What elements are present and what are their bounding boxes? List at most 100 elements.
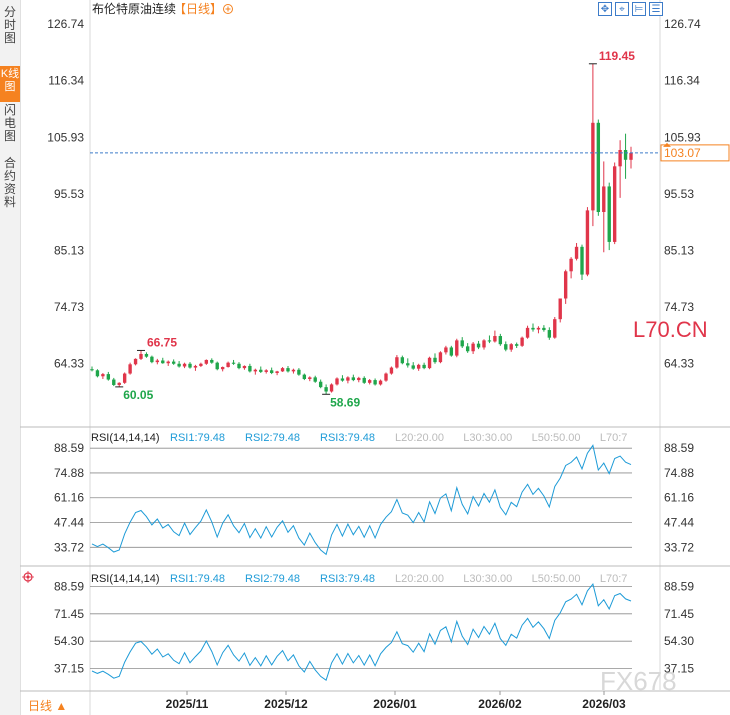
candle-body <box>291 369 296 372</box>
rsi-y-tick-label-right: 47.44 <box>664 516 694 530</box>
y-tick-label-left: 116.34 <box>48 74 84 88</box>
rsi-y-tick-label-right: 33.72 <box>664 540 694 554</box>
candle-body <box>531 327 535 330</box>
candle-body <box>596 122 601 213</box>
x-tick-label: 2026/02 <box>478 697 522 711</box>
rsi-legend-item: L70:7 <box>600 573 628 585</box>
candle-body <box>297 369 301 375</box>
crosshair-icon[interactable]: ⌖ <box>615 2 629 16</box>
candle-body <box>395 357 399 368</box>
candle-body <box>378 380 383 385</box>
settings-icon[interactable]: ☰ <box>649 2 663 16</box>
candle-body <box>504 344 508 350</box>
candle-body <box>128 364 132 374</box>
candle-body <box>493 336 497 342</box>
candle-body <box>563 271 568 299</box>
tab-kline[interactable]: K线图 <box>0 66 20 102</box>
rsi-y-tick-label-left: 54.30 <box>54 634 84 648</box>
rsi-y-tick-label-left: 88.59 <box>54 441 84 455</box>
candle-body <box>427 357 432 369</box>
y-tick-label-left: 64.33 <box>54 357 84 371</box>
rsi-legend-item: RSI2:79.48 <box>245 573 300 585</box>
candle-body <box>106 374 111 380</box>
period-tag: 【日线】 <box>174 2 222 16</box>
candle-body <box>302 374 307 379</box>
candle-body <box>269 370 274 374</box>
low-annotation: 60.05 <box>123 388 153 402</box>
rsi-y-tick-label-left: 88.59 <box>54 579 84 593</box>
candle-body <box>482 340 486 348</box>
candle-body <box>161 360 165 364</box>
watermark-center: L70.CN <box>633 317 708 342</box>
rsi-title: RSI(14,14,14) <box>91 573 159 585</box>
candle-body <box>340 378 345 381</box>
tab-flash-chart[interactable]: 闪电图 <box>3 103 16 143</box>
x-tick-label: 2026/01 <box>373 697 417 711</box>
candle-body <box>90 369 94 371</box>
rsi-panel-1: 88.59 88.59 74.88 74.88 61.16 61.16 47.44 47.44… <box>54 432 694 556</box>
rsi-y-tick-label-right: 88.59 <box>664 579 694 593</box>
last-price-tag <box>660 144 730 162</box>
candle-body <box>525 327 530 338</box>
candle-body <box>373 380 377 385</box>
candle-body <box>455 340 459 356</box>
indicator-settings-icon[interactable] <box>22 571 34 583</box>
candle-body <box>389 367 394 374</box>
candle-body <box>553 319 557 338</box>
candle-body <box>264 370 268 372</box>
candle-body <box>117 382 121 385</box>
tab-time-sharing[interactable]: 分时图 <box>3 5 16 45</box>
candle-body <box>465 346 470 352</box>
candle-body <box>569 258 573 272</box>
y-tick-label-left: 95.53 <box>54 187 84 201</box>
candle-body <box>406 363 410 366</box>
candle-body <box>487 340 492 342</box>
candle-body <box>220 367 225 370</box>
candle-body <box>188 363 192 368</box>
candle-body <box>259 369 263 372</box>
chart-tab-sidebar: 分时图 K线图 闪电图 合约资料 <box>0 0 21 715</box>
candle-body <box>471 343 475 352</box>
rsi-y-tick-label-left: 61.16 <box>54 491 84 505</box>
candle-body <box>237 363 241 369</box>
candle-body <box>150 356 154 363</box>
candle-body <box>122 373 127 383</box>
candle-body <box>422 364 426 369</box>
move-icon[interactable]: ✥ <box>598 2 612 16</box>
tab-contract-info[interactable]: 合约资料 <box>3 156 16 209</box>
candle-body <box>536 327 541 330</box>
rsi-legend-item: L30:30.00 <box>463 432 512 444</box>
candle-body <box>166 361 170 364</box>
candle-body <box>547 330 552 338</box>
candle-body <box>199 363 203 366</box>
candle-body <box>242 365 247 369</box>
last-price-label: 103.07 <box>664 146 701 160</box>
x-tick-label: 2026/03 <box>582 697 626 711</box>
candle-body <box>438 352 443 363</box>
candle-body <box>629 152 633 160</box>
rsi-legend-item: RSI1:79.48 <box>170 432 225 444</box>
candle-body <box>357 377 361 381</box>
rsi-y-tick-label-left: 71.45 <box>54 607 84 621</box>
period-select-button[interactable]: 日线 ▲ <box>28 699 68 713</box>
candle-body <box>623 150 628 160</box>
candle-body <box>204 359 209 364</box>
candle-body <box>460 340 464 347</box>
candle-body <box>324 387 328 392</box>
candle-body <box>444 347 448 353</box>
rsi-legend-item: L20:20.00 <box>395 432 444 444</box>
plus-circle-icon[interactable] <box>223 4 233 14</box>
candle-body <box>367 380 372 383</box>
indicator-icon[interactable]: ⊨ <box>632 2 646 16</box>
candle-body <box>574 246 579 259</box>
candle-body <box>476 343 481 348</box>
candle-body <box>177 363 181 367</box>
rsi-y-tick-label-left: 47.44 <box>54 516 84 530</box>
low-annotation: 58.69 <box>330 395 360 409</box>
rsi-legend-item: RSI2:79.48 <box>245 432 300 444</box>
rsi-legend-item: RSI3:79.48 <box>320 432 375 444</box>
candle-body <box>182 363 187 367</box>
candle-body <box>231 362 236 364</box>
x-tick-label: 2025/11 <box>166 697 209 711</box>
candle-body <box>384 373 388 381</box>
